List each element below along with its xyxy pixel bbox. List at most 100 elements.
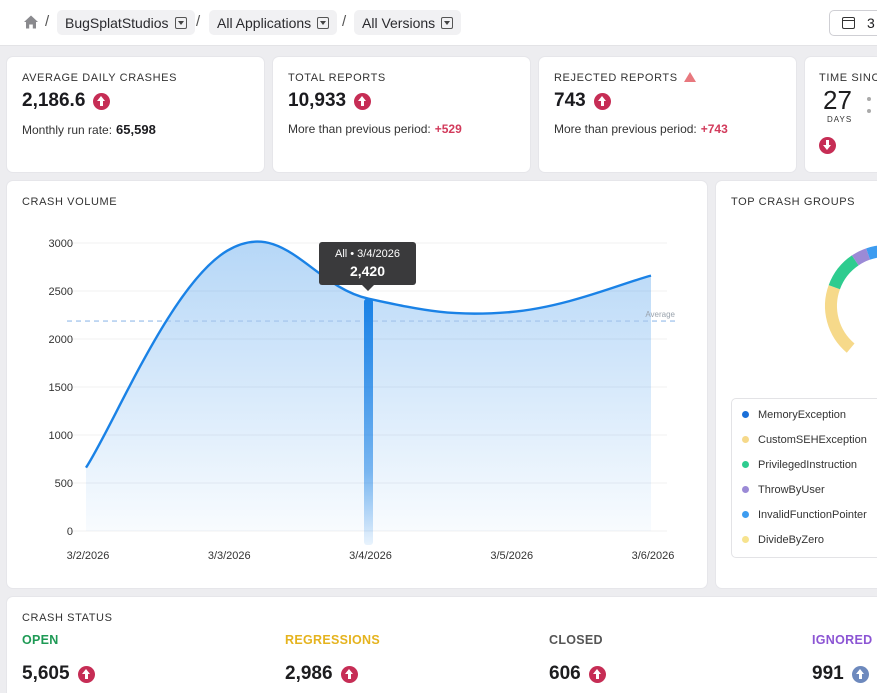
applications-label: All Applications: [217, 14, 312, 31]
kpi-sub-value: +529: [434, 122, 462, 136]
panel-title: CRASH STATUS: [22, 612, 113, 624]
trend-up-icon: [77, 665, 95, 683]
donut-slice[interactable]: [828, 255, 859, 290]
status-regressions[interactable]: REGRESSIONS 2,986: [285, 633, 380, 685]
kpi-subtext: More than previous period: +529: [288, 122, 462, 136]
status-ignored[interactable]: IGNORED 991: [812, 633, 872, 685]
trend-up-icon: [593, 92, 611, 110]
y-tick-label: 0: [67, 526, 73, 538]
legend-color-swatch: [742, 511, 749, 518]
trend-up-icon: [851, 665, 869, 683]
trend-up-icon: [93, 92, 111, 110]
versions-dropdown[interactable]: All Versions: [354, 10, 462, 35]
kpi-label: AVERAGE DAILY CRASHES: [22, 72, 178, 84]
crash-groups-legend: MemoryException CustomSEHException Privile…: [731, 398, 877, 558]
series-line: [84, 240, 652, 469]
legend-label: ThrowByUser: [758, 483, 825, 496]
legend-color-swatch: [742, 436, 749, 443]
legend-item[interactable]: InvalidFunctionPointer: [742, 502, 877, 527]
highlight-bar: [364, 298, 373, 545]
kpi-sub-value: 65,598: [116, 122, 156, 137]
x-tick-label: 3/3/2026: [208, 550, 251, 562]
status-value: 2,986: [285, 663, 333, 684]
kpi-label-row: REJECTED REPORTS: [554, 72, 696, 84]
calendar-icon: [842, 17, 855, 29]
status-label: REGRESSIONS: [285, 633, 380, 647]
legend-item[interactable]: DivideByZero: [742, 527, 877, 552]
status-closed[interactable]: CLOSED 606: [549, 633, 606, 685]
legend-item[interactable]: MemoryException: [742, 402, 877, 427]
donut-slice[interactable]: [866, 245, 877, 260]
separator-dot: [867, 109, 871, 113]
warning-icon[interactable]: [683, 72, 696, 82]
legend-item[interactable]: PrivilegedInstruction: [742, 452, 877, 477]
donut-slice[interactable]: [851, 248, 871, 266]
crash-volume-card: CRASH VOLUME 0 500 1000 1500 2000 2500 3000 Ave…: [7, 181, 707, 588]
kpi-label: TOTAL REPORTS: [288, 72, 386, 84]
legend-color-swatch: [742, 486, 749, 493]
kpi-sub-label: More than previous period:: [554, 122, 697, 136]
status-label: OPEN: [22, 633, 59, 647]
kpi-label: TIME SINCE: [819, 72, 877, 84]
donut-slice[interactable]: [825, 285, 855, 353]
breadcrumb-separator: /: [196, 13, 201, 30]
tooltip-value: 2,420: [349, 263, 386, 279]
x-tick-label: 3/6/2026: [632, 550, 675, 562]
kpi-value: 743: [554, 90, 586, 111]
kpi-unit: DAYS: [827, 115, 853, 124]
chart-title: CRASH VOLUME: [22, 196, 118, 208]
status-open[interactable]: OPEN 5,605: [22, 633, 95, 685]
date-range-button[interactable]: 3: [829, 10, 877, 36]
y-tick-label: 500: [55, 478, 73, 490]
y-tick-label: 1500: [49, 382, 73, 394]
kpi-sub-value: +743: [700, 122, 728, 136]
separator-dot: [867, 97, 871, 101]
trend-up-icon: [354, 92, 372, 110]
legend-label: DivideByZero: [758, 533, 825, 546]
y-tick-label: 1000: [49, 430, 73, 442]
legend-item[interactable]: ThrowByUser: [742, 477, 877, 502]
kpi-sub-label: More than previous period:: [288, 122, 431, 136]
x-tick-label: 3/2/2026: [67, 550, 110, 562]
status-value: 5,605: [22, 663, 70, 684]
kpi-value: 2,186.6: [22, 90, 86, 111]
chart-tooltip: All • 3/4/2026 2,420: [319, 242, 416, 291]
kpi-total-reports: TOTAL REPORTS 10,933 More than previous …: [273, 57, 530, 172]
breadcrumb-separator: /: [45, 13, 50, 30]
legend-item[interactable]: CustomSEHException: [742, 427, 877, 452]
status-label: CLOSED: [549, 633, 603, 647]
kpi-value: 27: [823, 85, 852, 115]
applications-dropdown[interactable]: All Applications: [209, 10, 338, 35]
kpi-rejected-reports: REJECTED REPORTS 743 More than previous …: [539, 57, 796, 172]
legend-label: CustomSEHException: [758, 433, 867, 446]
legend-label: InvalidFunctionPointer: [758, 508, 867, 521]
chevron-down-icon: [317, 16, 330, 29]
top-crash-groups-card: TOP CRASH GROUPS MemoryException CustomSE…: [716, 181, 877, 588]
crash-groups-donut-chart[interactable]: [716, 181, 877, 381]
kpi-subtext: Monthly run rate: 65,598: [22, 122, 156, 137]
kpi-average-daily-crashes: AVERAGE DAILY CRASHES 2,186.6 Monthly ru…: [7, 57, 264, 172]
average-label: Average: [645, 310, 675, 319]
home-icon[interactable]: [23, 14, 39, 30]
legend-color-swatch: [742, 411, 749, 418]
breadcrumb-separator: /: [342, 13, 347, 30]
chevron-down-icon: [441, 16, 454, 29]
status-value: 606: [549, 663, 581, 684]
legend-color-swatch: [742, 461, 749, 468]
chevron-down-icon: [174, 16, 187, 29]
legend-color-swatch: [742, 536, 749, 543]
status-value: 991: [812, 663, 844, 684]
y-tick-label: 3000: [49, 238, 73, 250]
company-dropdown[interactable]: BugSplatStudios: [57, 10, 195, 35]
tooltip-arrow: [362, 285, 374, 291]
date-range-label: 3: [867, 15, 875, 31]
trend-up-icon: [340, 665, 358, 683]
top-bar: / BugSplatStudios / All Applications / A…: [0, 0, 877, 46]
kpi-sub-label: Monthly run rate:: [22, 123, 113, 137]
kpi-subtext: More than previous period: +743: [554, 122, 728, 136]
legend-label: PrivilegedInstruction: [758, 458, 858, 471]
status-label: IGNORED: [812, 633, 873, 647]
crash-volume-chart[interactable]: 0 500 1000 1500 2000 2500 3000 Average 3/2/2026 3…: [7, 181, 707, 588]
x-tick-label: 3/4/2026: [349, 550, 392, 562]
y-tick-label: 2000: [49, 334, 73, 346]
